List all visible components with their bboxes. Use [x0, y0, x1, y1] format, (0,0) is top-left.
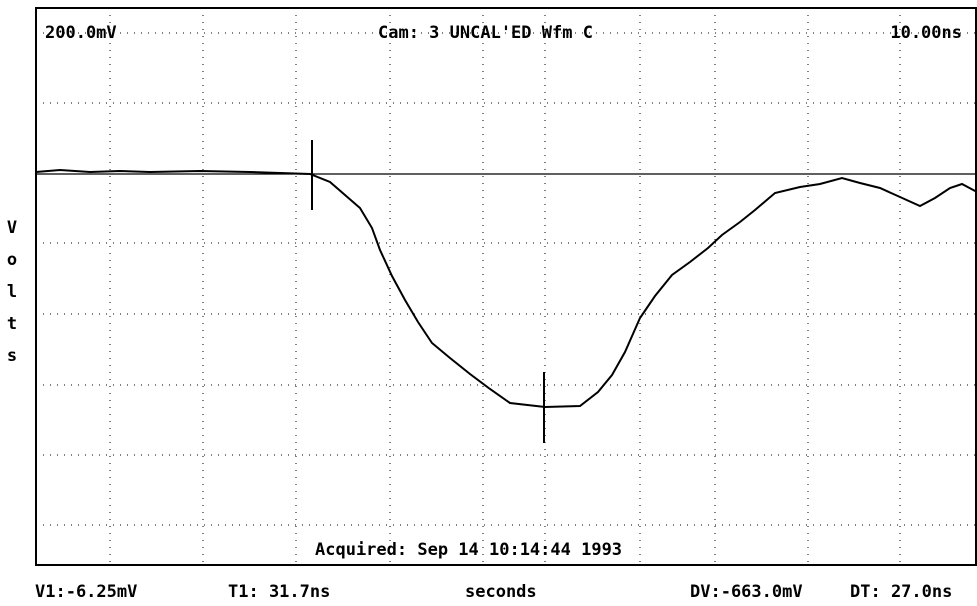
status-dv: DV:-663.0mV — [690, 582, 803, 602]
time-per-div: 10.00ns — [890, 23, 962, 43]
acquired-date: Acquired: Sep 14 10:14:44 1993 — [315, 540, 622, 560]
grid — [36, 8, 977, 565]
status-v1: V1:-6.25mV — [35, 582, 137, 602]
waveform — [35, 168, 977, 409]
channel-info: Cam: 3 UNCAL'ED Wfm C — [378, 23, 593, 43]
status-dt: DT: 27.0ns — [850, 582, 952, 602]
status-t1: T1: 31.7ns — [228, 582, 330, 602]
plot-frame — [35, 7, 977, 566]
volts-per-div: 200.0mV — [45, 23, 117, 43]
y-axis-label: Volts — [6, 218, 18, 366]
status-units: seconds — [465, 582, 537, 602]
